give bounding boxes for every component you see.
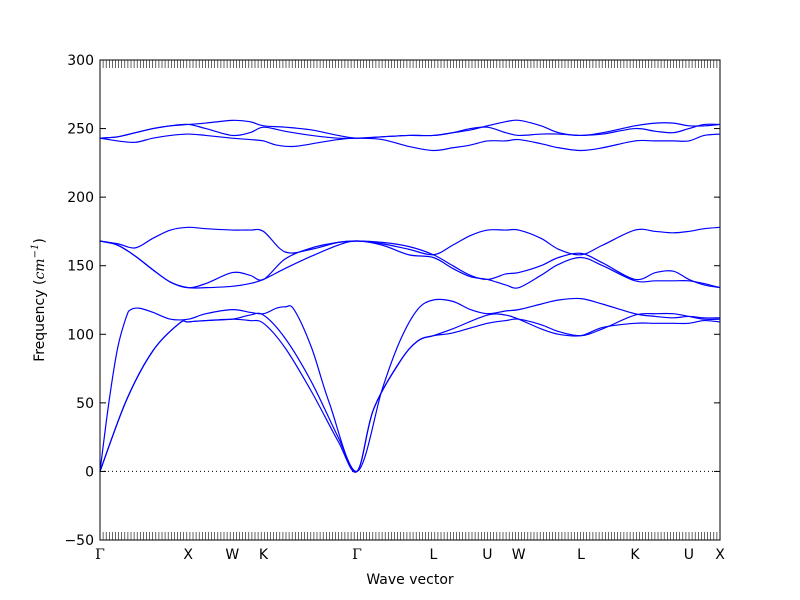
phonon-branch-4 [99, 226, 721, 256]
x-tick-label: L [429, 547, 437, 563]
x-tick-label: X [715, 547, 725, 563]
x-tick-label: U [482, 547, 492, 563]
phonon-branch-5 [99, 240, 721, 289]
phonon-branch-7 [99, 133, 721, 152]
x-tick-label: Γ [352, 547, 362, 563]
x-tick-label: W [512, 547, 526, 563]
x-tick-label: U [684, 547, 694, 563]
phonon-branch-9 [99, 119, 721, 139]
phonon-branch-6 [99, 240, 721, 289]
y-axis-label: Frequency (cm−1) [30, 238, 48, 362]
labels-layer: −50 0 50 100 150 200 250 300 Γ X W K Γ L U W L K U X [64, 53, 725, 563]
phonon-branch-1 [99, 312, 721, 473]
y-tick-label: 250 [67, 122, 94, 138]
y-tick-label: 100 [67, 327, 94, 343]
x-tick-label: X [183, 547, 193, 563]
y-tick-label: 0 [85, 464, 94, 480]
y-axis-label-exponent: −1 [30, 244, 41, 259]
x-tick-label: K [630, 547, 640, 563]
plot-frame [99, 59, 721, 541]
y-tick-label: 50 [76, 396, 94, 412]
x-tick-label: K [259, 547, 269, 563]
x-tick-label: Γ [95, 547, 105, 563]
ticks-layer [99, 59, 721, 541]
phonon-branch-2 [99, 312, 721, 473]
phonon-branch-3 [99, 297, 721, 473]
x-tick-label: L [577, 547, 585, 563]
y-tick-label: −50 [64, 533, 94, 549]
y-tick-label: 300 [67, 53, 94, 69]
phonon-branch-8 [99, 123, 721, 140]
y-axis-label-close: ) [32, 238, 48, 243]
y-axis-label-main: Frequency ( [32, 280, 48, 362]
y-axis-label-unit: cm [32, 258, 48, 279]
x-tick-label: W [225, 547, 239, 563]
series-layer [99, 119, 721, 473]
y-tick-label: 200 [67, 190, 94, 206]
y-tick-label: 150 [67, 259, 94, 275]
x-axis-label: Wave vector [366, 572, 454, 588]
